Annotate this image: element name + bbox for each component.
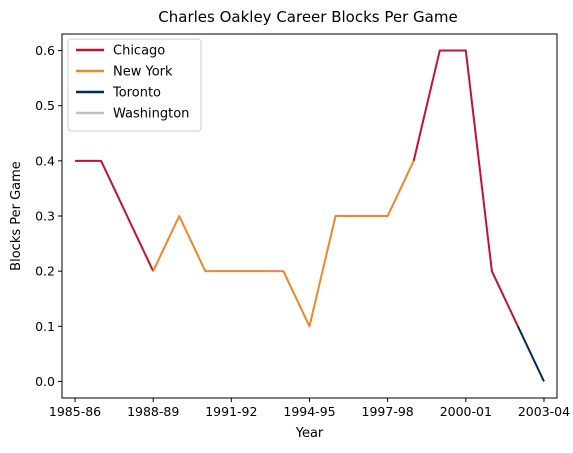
chart-title: Charles Oakley Career Blocks Per Game (158, 8, 457, 26)
legend-label-chicago: Chicago (113, 44, 165, 59)
y-tick-label: 0.3 (35, 209, 55, 224)
x-tick-label: 1988-89 (127, 404, 179, 419)
series-line-chicago-0 (75, 159, 155, 272)
legend: Chicago New York Toronto Washington (67, 38, 202, 132)
legend-label-toronto: Toronto (112, 86, 161, 101)
x-tick-label: 1997-98 (362, 404, 414, 419)
y-tick-label: 0.6 (35, 43, 55, 58)
y-axis: 0.0 0.1 0.2 0.3 0.4 0.5 0.6 (35, 43, 62, 389)
y-axis-label: Blocks Per Game (9, 161, 24, 271)
y-tick-label: 0.4 (35, 153, 55, 168)
legend-label-new-york: New York (113, 65, 173, 80)
x-tick-label: 2000-01 (440, 404, 492, 419)
series-line-new-york-1 (152, 160, 415, 328)
y-tick-label: 0.5 (35, 98, 55, 113)
y-tick-label: 0.1 (35, 319, 55, 334)
y-tick-label: 0.0 (35, 374, 55, 389)
y-tick-label: 0.2 (35, 264, 55, 279)
legend-label-washington: Washington (113, 107, 189, 122)
series-layer (75, 49, 545, 382)
legend-box (67, 38, 202, 132)
x-axis: 1985-86 1988-89 1991-92 1994-95 1997-98 2000-… (49, 398, 570, 419)
x-tick-label: 2003-04 (518, 404, 570, 419)
series-line-chicago-2 (412, 49, 519, 327)
series-line-toronto-3 (517, 325, 545, 382)
x-axis-label: Year (295, 426, 324, 441)
x-tick-label: 1994-95 (283, 404, 335, 419)
x-tick-label: 1991-92 (205, 404, 257, 419)
x-tick-label: 1985-86 (49, 404, 101, 419)
